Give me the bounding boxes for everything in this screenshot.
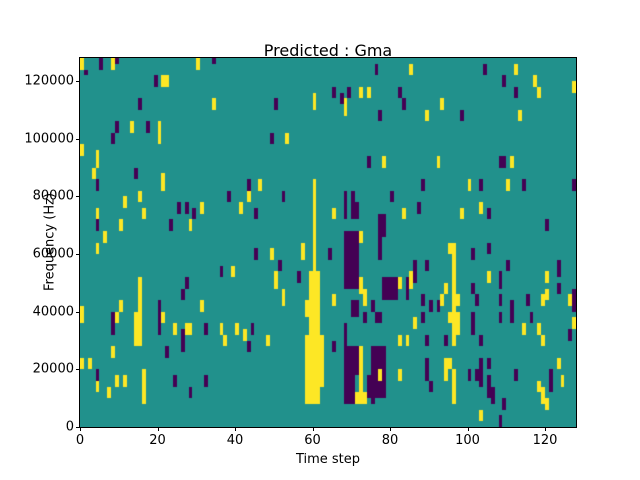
y-tick-mark	[76, 369, 80, 371]
y-tick-mark	[76, 196, 80, 198]
y-tick-label: 80000	[32, 188, 74, 204]
x-tick-mark	[235, 427, 236, 431]
x-axis-label: Time step	[295, 452, 361, 467]
x-tick-mark	[467, 427, 469, 431]
x-tick-label: 40	[226, 433, 244, 448]
y-tick-label: 100000	[24, 131, 74, 147]
y-tick-label: 0	[65, 419, 74, 435]
x-tick-mark	[545, 427, 546, 431]
x-tick-label: 20	[149, 433, 166, 448]
y-tick-mark	[76, 138, 80, 140]
x-tick-mark	[80, 427, 81, 431]
y-tick-mark	[76, 311, 80, 313]
heatmap-canvas	[80, 58, 576, 427]
x-tick-label: 120	[532, 433, 558, 448]
y-axis-label: Frequency (Hz)	[42, 192, 58, 292]
x-tick-mark	[157, 427, 159, 431]
y-tick-label: 40000	[32, 304, 74, 320]
heatmap-plot-area	[79, 57, 577, 428]
x-tick-mark	[390, 427, 391, 431]
x-tick-label: 60	[304, 433, 321, 448]
chart-title: Predicted : Gma	[263, 41, 393, 60]
y-tick-label: 60000	[32, 246, 74, 262]
y-tick-label: 120000	[24, 73, 74, 89]
y-tick-mark	[76, 254, 80, 256]
x-tick-mark	[312, 427, 314, 431]
y-tick-mark	[76, 81, 80, 83]
x-tick-label: 80	[381, 433, 399, 448]
x-tick-label: 0	[75, 433, 85, 448]
x-tick-label: 100	[455, 433, 480, 448]
y-tick-mark	[76, 427, 80, 428]
y-tick-label: 20000	[32, 361, 74, 377]
